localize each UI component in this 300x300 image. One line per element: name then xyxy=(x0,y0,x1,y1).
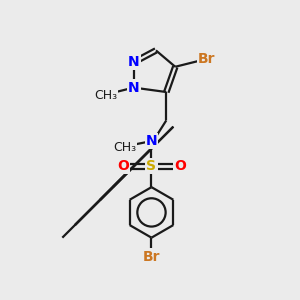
Text: CH₃: CH₃ xyxy=(94,88,117,101)
Text: N: N xyxy=(146,134,157,148)
Text: N: N xyxy=(128,55,140,69)
Text: N: N xyxy=(128,81,140,94)
Text: Br: Br xyxy=(198,52,215,66)
Text: Br: Br xyxy=(143,250,160,264)
Text: O: O xyxy=(117,159,129,173)
Text: S: S xyxy=(146,159,157,173)
Text: O: O xyxy=(174,159,186,173)
Text: CH₃: CH₃ xyxy=(113,140,136,154)
